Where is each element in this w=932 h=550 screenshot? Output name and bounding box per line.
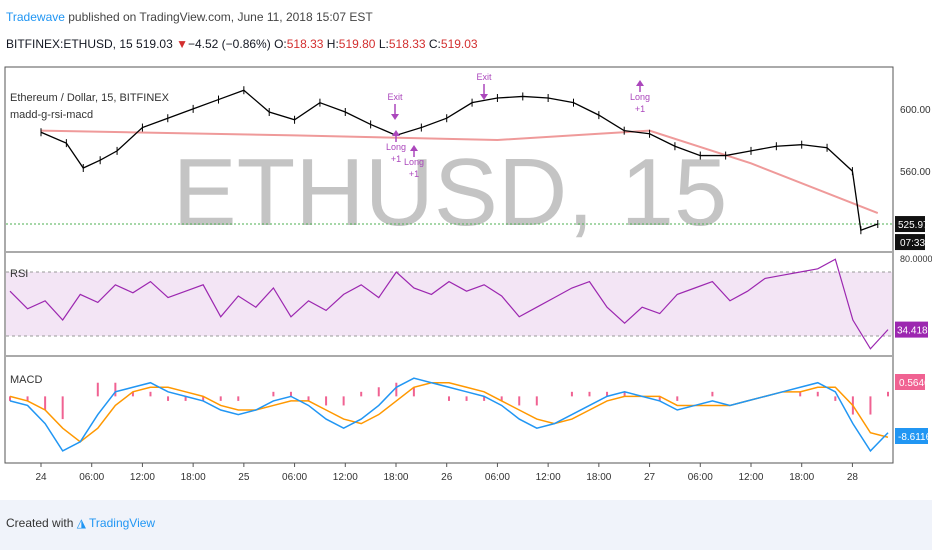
time-axis-label: 12:00 (536, 472, 561, 483)
low-label: L: (378, 37, 389, 51)
footer-bar: Created with ◮ TradingView (0, 500, 932, 550)
low-value: 518.33 (388, 37, 426, 51)
time-axis-label: 18:00 (586, 472, 611, 483)
rsi-label: RSI (10, 268, 28, 280)
time-axis-label: 12:00 (738, 472, 763, 483)
chart-axes: 24 06:00 12:00 18:00 25 06:00 12:00 18:00 26 06:0… (35, 463, 858, 483)
long-arrow-icon (392, 130, 400, 136)
price-axis-tick: 600.00 (900, 105, 931, 116)
footer-credit: Created with ◮ TradingView (6, 516, 156, 530)
long-signal-label: Long (630, 92, 650, 102)
rsi-value-label: 34.4187 (897, 326, 932, 337)
price-change: −4.52 (−0.86%) (187, 37, 271, 51)
exit-arrow-icon (391, 114, 399, 120)
time-axis-label: 28 (847, 472, 859, 483)
countdown-label: 07:33 (900, 238, 925, 249)
current-price-badge (895, 216, 925, 233)
macd-pane[interactable]: 0.5646 -8.6116 (9, 374, 932, 453)
long-signal-sub: +1 (635, 104, 645, 114)
exit-signal-label: Exit (476, 72, 492, 82)
time-axis-label: 18:00 (383, 472, 408, 483)
rsi-value-badge (895, 321, 928, 338)
macd-hist-badge (895, 374, 925, 390)
moving-average-line (40, 129, 879, 215)
symbol-info-line: BITFINEX:ETHUSD, 15 519.03 ▼−4.52 (−0.86… (6, 37, 478, 51)
time-axis-label: 06:00 (79, 472, 104, 483)
main-legend-title: Ethereum / Dollar, 15, BITFINEX (10, 92, 170, 104)
time-axis-label: 12:00 (130, 472, 155, 483)
rsi-pane[interactable]: 80.0000 34.4187 (6, 254, 932, 350)
symbol-watermark: ETHUSD, 15 (173, 139, 728, 246)
open-value: 518.33 (286, 37, 324, 51)
publish-info: Tradewave published on TradingView.com, … (6, 10, 373, 24)
rsi-band (6, 272, 892, 336)
high-value: 519.80 (338, 37, 376, 51)
high-label: H: (326, 37, 339, 51)
rsi-line (9, 258, 889, 350)
close-value: 519.03 (440, 37, 478, 51)
macd-line (9, 377, 889, 453)
symbol-label: BITFINEX:ETHUSD, 15 (6, 37, 133, 51)
time-axis-label: 24 (35, 472, 47, 483)
chart-frame (4, 66, 894, 464)
time-axis-label: 06:00 (688, 472, 713, 483)
time-axis-label: 18:00 (181, 472, 206, 483)
rsi-top-tick: 80.0000 (900, 254, 932, 264)
macd-value-badge (895, 428, 928, 444)
macd-label: MACD (10, 374, 42, 386)
long-arrow-icon (636, 80, 644, 86)
time-axis-label: 26 (441, 472, 453, 483)
change-arrow-icon: ▼ (176, 37, 188, 51)
exit-signal-label: Exit (387, 92, 403, 102)
close-label: C: (428, 37, 441, 51)
price-axis-tick: 560.00 (900, 167, 931, 178)
published-text: published on TradingView.com, June 11, 2… (64, 10, 373, 24)
macd-value-label: -8.6116 (898, 432, 932, 443)
macd-signal-line (9, 381, 889, 443)
time-axis-label: 06:00 (282, 472, 307, 483)
macd-hist-value: 0.5646 (899, 378, 930, 389)
time-axis-label: 06:00 (485, 472, 510, 483)
last-price: 519.03 (136, 37, 173, 51)
time-axis-label: 18:00 (789, 472, 814, 483)
time-axis-label: 25 (238, 472, 250, 483)
long-signal-label: Long (386, 142, 406, 152)
current-price-label: 525.97 (898, 220, 929, 231)
publisher-link[interactable]: Tradewave (6, 10, 65, 24)
tradingview-logo[interactable]: ◮ TradingView (76, 516, 156, 530)
open-label: O: (274, 37, 287, 51)
long-signal-label: Long (404, 157, 424, 167)
price-series-line (40, 89, 878, 232)
long-arrow-icon (410, 145, 418, 151)
long-signal-sub: +1 (391, 154, 401, 164)
time-axis-label: 27 (644, 472, 656, 483)
countdown-badge (895, 234, 925, 251)
long-signal-sub: +1 (409, 169, 419, 179)
exit-arrow-icon (480, 94, 488, 100)
indicator-name: madd-g-rsi-macd (10, 109, 93, 121)
time-axis-label: 12:00 (333, 472, 358, 483)
